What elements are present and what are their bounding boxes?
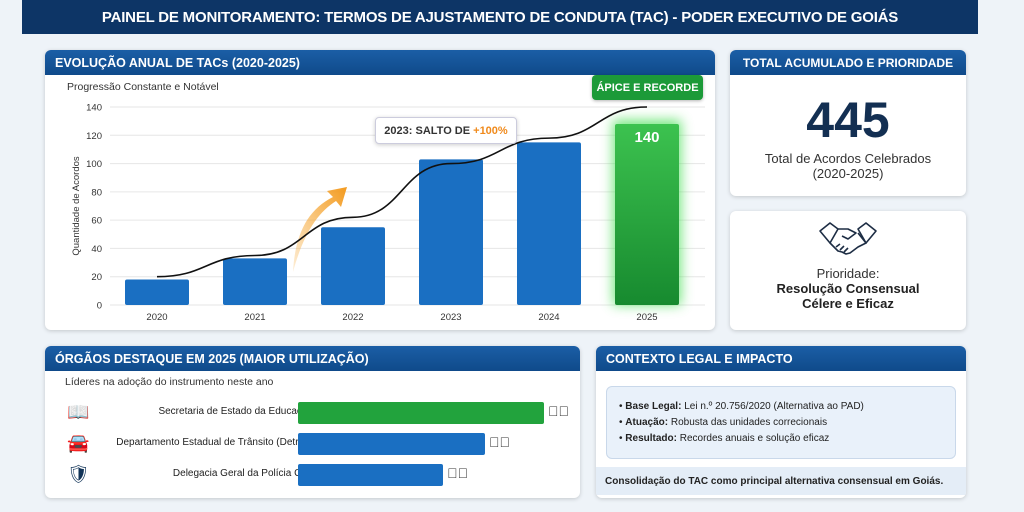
check-icon: ✓⃝ — [548, 403, 569, 419]
x-tick-label: 2021 — [244, 312, 265, 323]
check-icon: ✓⃝ — [488, 434, 510, 450]
context-title: CONTEXTO LEGAL E IMPACTO — [596, 346, 966, 371]
context-value: Robusta das unidades correcionais — [668, 417, 828, 428]
context-item: • Resultado: Recordes anuais e solução e… — [619, 433, 830, 444]
priority-panel: Prioridade: Resolução Consensual Célere … — [730, 211, 966, 330]
bar-2022 — [321, 227, 385, 305]
x-tick-label: 2025 — [636, 312, 657, 323]
context-value: Recordes anuais e solução eficaz — [676, 433, 830, 444]
context-item: • Atuação: Robusta das unidades correcio… — [619, 417, 828, 428]
evolution-subtitle: Progressão Constante e Notável — [67, 81, 219, 93]
bar-2024 — [517, 142, 581, 305]
context-footer: Consolidação do TAC como principal alter… — [596, 467, 966, 495]
total-period: (2020-2025) — [812, 166, 884, 181]
car-icon: 🚘 — [67, 433, 90, 453]
context-key: Resultado: — [625, 433, 677, 444]
context-value: Lei n.º 20.756/2020 (Alternativa ao PAD) — [681, 401, 864, 412]
evolution-chart: 0 20 40 60 80 100 120 140 Quantidade de Acordos 2… — [71, 103, 705, 323]
y-tick-label: 20 — [91, 272, 102, 283]
bar-2020 — [125, 279, 189, 305]
handshake-icon — [730, 221, 966, 262]
priority-label: Prioridade: — [816, 266, 880, 281]
peak-badge: ÁPICE E RECORDE — [592, 75, 703, 100]
police-badge-icon: 🛡 — [67, 464, 90, 484]
callout-text: 2023: SALTO DE — [384, 124, 474, 137]
organs-panel: ÓRGÃOS DESTAQUE EM 2025 (MAIOR UTILIZAÇÃ… — [45, 346, 580, 498]
total-title: TOTAL ACUMULADO E PRIORIDADE — [730, 50, 966, 75]
x-tick-label: 2023 — [440, 312, 461, 323]
y-tick-label: 140 — [86, 103, 102, 114]
x-tick-label: 2024 — [538, 312, 559, 323]
jump-callout: 2023: SALTO DE +100% — [375, 117, 517, 144]
check-icon: ✓⃝ — [447, 465, 469, 481]
organ-bar — [298, 464, 444, 486]
peak-badge-label: ÁPICE E RECORDE — [596, 81, 699, 94]
organs-subtitle: Líderes na adoção do instrumento neste a… — [65, 376, 274, 388]
total-panel: TOTAL ACUMULADO E PRIORIDADE 445 Total d… — [730, 50, 966, 196]
callout-highlight: +100% — [473, 124, 508, 137]
growth-arrow-icon — [293, 187, 347, 272]
organs-title: ÓRGÃOS DESTAQUE EM 2025 (MAIOR UTILIZAÇÃ… — [45, 346, 580, 371]
context-key: Atuação: — [625, 417, 669, 428]
total-value: 445 — [806, 92, 890, 148]
bar-2021 — [223, 258, 287, 305]
priority-line1: Resolução Consensual — [776, 281, 920, 296]
organ-name: Secretaria de Estado da Educação — [158, 406, 313, 417]
organ-row: 📖 Secretaria de Estado da Educação ✓⃝ — [45, 402, 575, 424]
total-label: Total de Acordos Celebrados — [764, 151, 932, 166]
x-tick-label: 2022 — [342, 312, 363, 323]
context-key: Base Legal: — [625, 401, 682, 412]
x-tick-label: 2020 — [146, 312, 167, 323]
bar-2025 — [615, 123, 679, 305]
evolution-title: EVOLUÇÃO ANUAL DE TACs (2020-2025) — [45, 50, 715, 75]
priority-line2: Célere e Eficaz — [802, 296, 894, 311]
organ-row: 🚘 Departamento Estadual de Trânsito (Detr… — [45, 433, 575, 455]
y-tick-label: 100 — [86, 159, 102, 170]
context-item: • Base Legal: Lei n.º 20.756/2020 (Alter… — [619, 401, 864, 412]
organ-bar — [298, 402, 544, 424]
trend-line — [156, 106, 648, 278]
organ-bar — [298, 433, 485, 455]
y-tick-label: 40 — [91, 244, 102, 255]
organ-row: 🛡 Delegacia Geral da Polícia Civil ✓⃝ — [45, 464, 575, 486]
book-icon: 📖 — [67, 402, 90, 422]
context-box: • Base Legal: Lei n.º 20.756/2020 (Alter… — [606, 386, 956, 459]
context-panel: CONTEXTO LEGAL E IMPACTO • Base Legal: L… — [596, 346, 966, 498]
dashboard-title: PAINEL DE MONITORAMENTO: TERMOS DE AJUST… — [22, 0, 978, 34]
y-tick-label: 60 — [91, 216, 102, 227]
y-axis-label: Quantidade de Acordos — [71, 156, 82, 256]
y-tick-label: 0 — [97, 301, 102, 312]
y-tick-label: 80 — [91, 187, 102, 198]
organ-name: Departamento Estadual de Trânsito (Detra… — [116, 437, 313, 448]
bar-2023 — [419, 159, 483, 305]
data-label: 140 — [634, 129, 659, 146]
y-tick-label: 120 — [86, 131, 102, 142]
evolution-panel: EVOLUÇÃO ANUAL DE TACs (2020-2025) Progr… — [45, 50, 715, 330]
organ-name: Delegacia Geral da Polícia Civil — [172, 468, 313, 479]
